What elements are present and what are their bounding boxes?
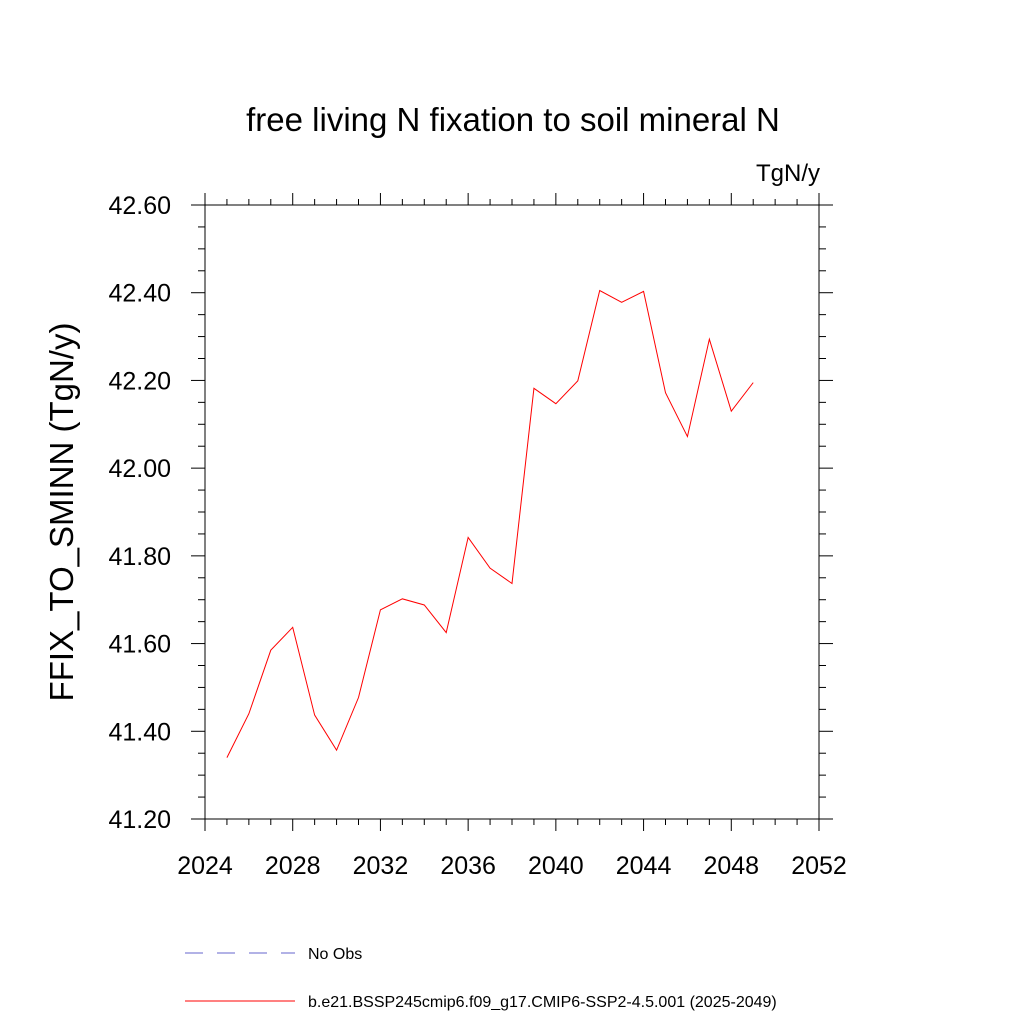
x-tick-labels: 2024 2028 2032 2036 2040 2044 2048 2052 [177, 852, 847, 880]
x-tick-label: 2052 [791, 852, 847, 880]
y-tick-label: 41.40 [108, 718, 171, 746]
y-tick-label: 41.20 [108, 806, 171, 834]
data-point [445, 631, 447, 633]
y-tick-label: 42.40 [108, 280, 171, 308]
series-line [226, 289, 754, 758]
data-point [511, 582, 513, 584]
data-point [292, 626, 294, 628]
y-axis-label: FFIX_TO_SMINN (TgN/y) [43, 323, 80, 702]
x-tick-label: 2028 [265, 852, 321, 880]
data-point [423, 604, 425, 606]
y-tick-label: 41.80 [108, 543, 171, 571]
axis-ticks [191, 193, 833, 831]
data-point [489, 567, 491, 569]
data-point [599, 289, 601, 291]
y-tick-label: 42.60 [108, 192, 171, 220]
data-point [379, 609, 381, 611]
data-point [248, 713, 250, 715]
plot-frame [204, 204, 820, 820]
y-tick-label: 42.20 [108, 367, 171, 395]
data-point [730, 410, 732, 412]
data-series [226, 289, 754, 758]
y-tick-labels: 41.20 41.40 41.60 41.80 42.00 42.20 42.40 42.60 [108, 192, 171, 834]
data-point [642, 290, 644, 292]
data-point [708, 338, 710, 340]
data-point [686, 435, 688, 437]
legend: No Obs b.e21.BSSP245cmip6.f09_g17.CMIP6-S… [185, 946, 777, 1011]
data-point [533, 387, 535, 389]
data-point [577, 380, 579, 382]
y-tick-label: 42.00 [108, 455, 171, 483]
legend-label: b.e21.BSSP245cmip6.f09_g17.CMIP6-SSP2-4.… [308, 994, 777, 1011]
units-label: TgN/y [756, 160, 820, 187]
data-point [270, 649, 272, 651]
x-tick-label: 2048 [703, 852, 759, 880]
legend-label: No Obs [308, 946, 362, 963]
data-point [226, 756, 228, 758]
chart-title: free living N fixation to soil mineral N [246, 101, 780, 138]
data-point [313, 714, 315, 716]
data-point [335, 749, 337, 751]
x-tick-label: 2032 [353, 852, 409, 880]
data-point [620, 301, 622, 303]
data-point [752, 381, 754, 383]
data-point [401, 598, 403, 600]
data-point [664, 392, 666, 394]
data-point [555, 402, 557, 404]
x-tick-label: 2044 [616, 852, 672, 880]
data-point [357, 696, 359, 698]
x-tick-label: 2036 [440, 852, 496, 880]
x-tick-label: 2024 [177, 852, 233, 880]
x-tick-label: 2040 [528, 852, 584, 880]
y-tick-label: 41.60 [108, 631, 171, 659]
data-point [467, 536, 469, 538]
